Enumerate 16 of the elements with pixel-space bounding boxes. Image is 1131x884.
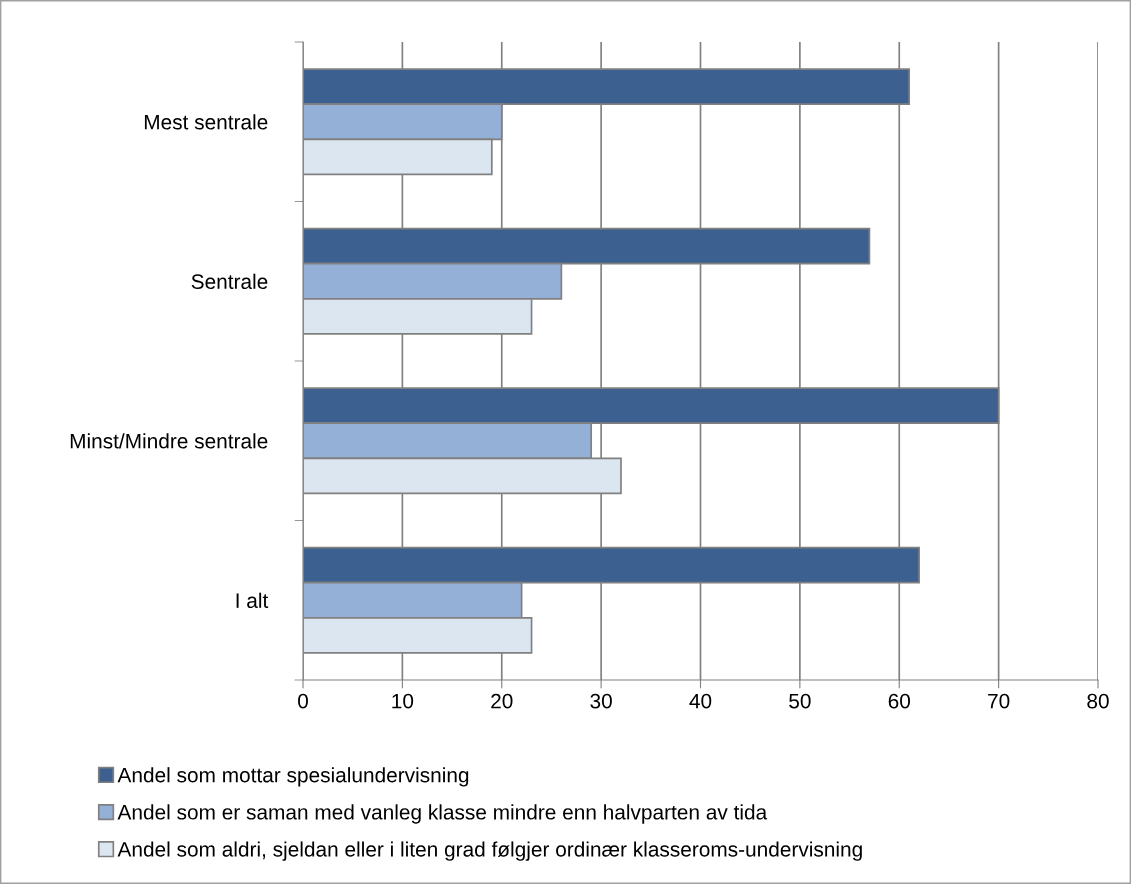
y-tick-label: Minst/Mindre sentrale <box>70 433 268 449</box>
x-tick-label: 80 <box>1087 693 1109 709</box>
legend-label: Andel som er saman med vanleg klasse mindre enn halvparten av tida <box>117 804 768 824</box>
x-tick-label: 20 <box>491 693 513 709</box>
x-tick-label: 30 <box>590 693 612 709</box>
x-tick-label: 10 <box>392 693 414 709</box>
x-tick-label: 0 <box>298 693 308 709</box>
x-tick-label: 50 <box>789 693 811 709</box>
legend-label: Andel som aldri, sjeldan eller i liten grad følgjer ordinær klasseroms-undervisning <box>117 841 862 861</box>
x-tick-label: 70 <box>988 693 1010 709</box>
x-tick-label: 40 <box>689 693 712 709</box>
y-tick-label: I alt <box>236 592 269 608</box>
x-tick-label: 60 <box>888 693 911 709</box>
y-tick-label: Sentrale <box>191 273 268 289</box>
legend-label: Andel som mottar spesialundervisning <box>117 767 469 787</box>
y-tick-label: Mest sentrale <box>144 114 268 130</box>
